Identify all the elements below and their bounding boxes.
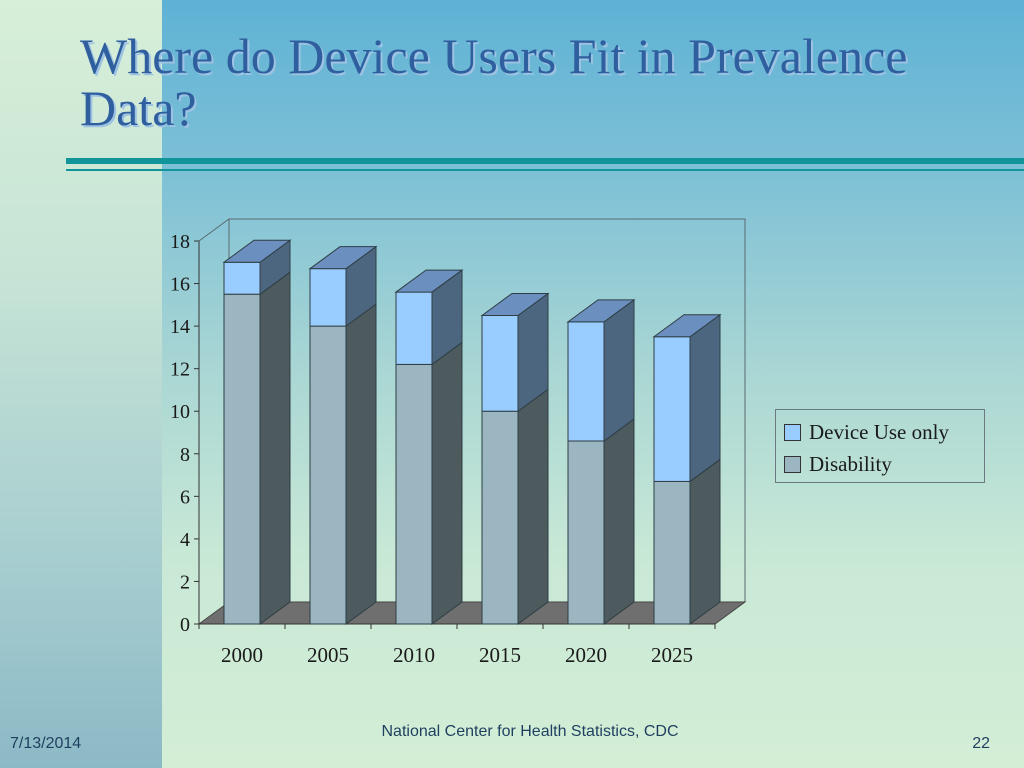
bar-device-use-only-side-2025 — [689, 313, 721, 483]
bar-group — [222, 239, 722, 625]
y-tick-label: 12 — [170, 359, 190, 381]
bar-disability-side-2005 — [345, 303, 377, 625]
left-accent-strip — [0, 0, 162, 768]
bar-top-2010 — [394, 269, 464, 293]
y-tick-label: 10 — [170, 401, 190, 423]
y-tick-label: 0 — [180, 614, 190, 636]
bar-top-2025 — [652, 314, 722, 338]
y-tick-label: 2 — [180, 571, 190, 593]
bar-device-use-only-2010 — [395, 291, 433, 365]
bar-disability-side-2010 — [431, 341, 463, 625]
legend-label-device-use-only: Device Use only — [809, 419, 949, 444]
y-tick-label: 8 — [180, 444, 190, 466]
legend-item-device-use-only: Device Use only — [784, 418, 949, 446]
legend-swatch-device-use-only — [784, 423, 801, 441]
bar-disability-side-2015 — [517, 388, 549, 625]
bar-device-use-only-2020 — [567, 321, 605, 442]
x-tick-label: 2000 — [221, 643, 263, 667]
bar-disability-side-2025 — [689, 458, 721, 625]
bar-device-use-only-2025 — [653, 336, 691, 482]
bar-disability-2010 — [395, 363, 433, 625]
bar-stack-2010 — [394, 269, 464, 625]
bar-disability-2000 — [223, 293, 261, 625]
x-tick-label: 2010 — [393, 643, 435, 667]
bar-disability-2025 — [653, 480, 691, 625]
legend-swatch-disability — [784, 455, 801, 473]
slide-title: Where do Device Users Fit in Prevalence … — [80, 28, 908, 136]
legend-label-disability: Disability — [809, 451, 892, 476]
y-tick-label: 16 — [170, 274, 190, 296]
y-tick-label: 6 — [180, 486, 190, 508]
footer-date: 7/13/2014 — [10, 735, 82, 752]
y-axis — [194, 240, 716, 629]
y-tick-label: 18 — [170, 231, 190, 253]
bar-disability-side-2020 — [603, 418, 635, 625]
title-rule-thick — [66, 158, 1024, 164]
bar-disability-2020 — [567, 440, 605, 625]
bar-top-2000 — [222, 239, 292, 263]
bar-device-use-only-2000 — [223, 261, 261, 295]
x-tick-label: 2015 — [479, 643, 521, 667]
bar-stack-2000 — [222, 239, 292, 625]
y-tick-label: 4 — [180, 529, 190, 551]
footer-source: National Center for Health Statistics, C… — [381, 723, 679, 740]
x-tick-labels: 2000 2005 2010 2015 2020 2025 — [221, 643, 693, 667]
bar-stack-2025 — [652, 313, 722, 625]
title-rule-thin — [66, 169, 1024, 171]
y-tick-labels: 0 2 4 6 8 10 12 14 16 18 — [170, 231, 190, 636]
x-tick-label: 2025 — [651, 643, 693, 667]
bar-stack-2005 — [308, 245, 378, 625]
chart-legend: Device Use only Disability — [775, 409, 985, 483]
legend-item-disability: Disability — [784, 450, 892, 478]
bar-device-use-only-side-2020 — [603, 298, 635, 442]
x-tick-label: 2005 — [307, 643, 349, 667]
bar-stack-2015 — [480, 292, 550, 625]
bar-device-use-only-2005 — [309, 268, 347, 327]
bar-disability-2005 — [309, 325, 347, 625]
y-tick-label: 14 — [170, 316, 190, 338]
bar-disability-side-2000 — [259, 271, 291, 625]
x-tick-label: 2020 — [565, 643, 607, 667]
bar-top-2015 — [480, 292, 550, 316]
bar-stack-2020 — [566, 298, 636, 625]
bar-device-use-only-2015 — [481, 314, 519, 412]
page-number: 22 — [972, 735, 990, 752]
bar-disability-2015 — [481, 410, 519, 625]
bar-top-2005 — [308, 246, 378, 270]
bar-top-2020 — [566, 299, 636, 323]
